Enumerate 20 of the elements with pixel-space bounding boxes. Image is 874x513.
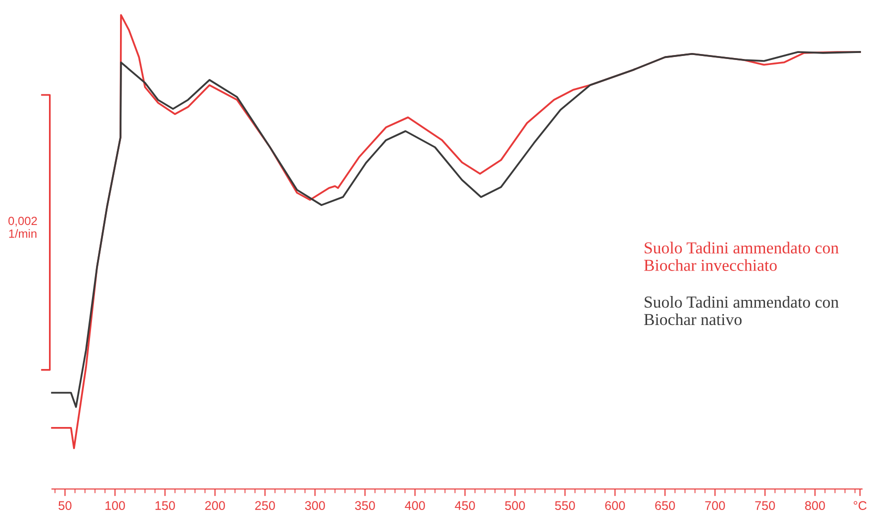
x-tick-label: 300 <box>305 501 325 510</box>
x-tick-label: 150 <box>156 501 175 510</box>
x-tick-label: 550 <box>555 501 575 510</box>
x-tick-label: 200 <box>205 501 225 510</box>
x-tick-label: 400 <box>404 501 425 510</box>
x-tick-label: 450 <box>454 501 475 510</box>
x-tick-label: 750 <box>755 501 775 510</box>
text: 0,002 1/min <box>8 216 37 238</box>
x-tick-label: 500 <box>505 501 525 510</box>
text: Suolo Tadini ammendato con Biochar invecchiato <box>644 242 839 271</box>
x-tick-label: 50 <box>58 501 72 510</box>
x-tick-label: 100 <box>106 501 125 510</box>
text: Suolo Tadini ammendato con Biochar nativo <box>644 296 839 326</box>
x-tick-label: 350 <box>355 501 375 510</box>
x-tick-label: 600 <box>605 501 625 510</box>
x-tick-label: 250 <box>255 501 275 510</box>
x-tick-label: 650 <box>655 501 675 510</box>
x-tick-label: 700 <box>705 501 725 510</box>
x-tick-label: 800 <box>805 501 825 510</box>
x-tick-label: °C <box>854 501 867 510</box>
